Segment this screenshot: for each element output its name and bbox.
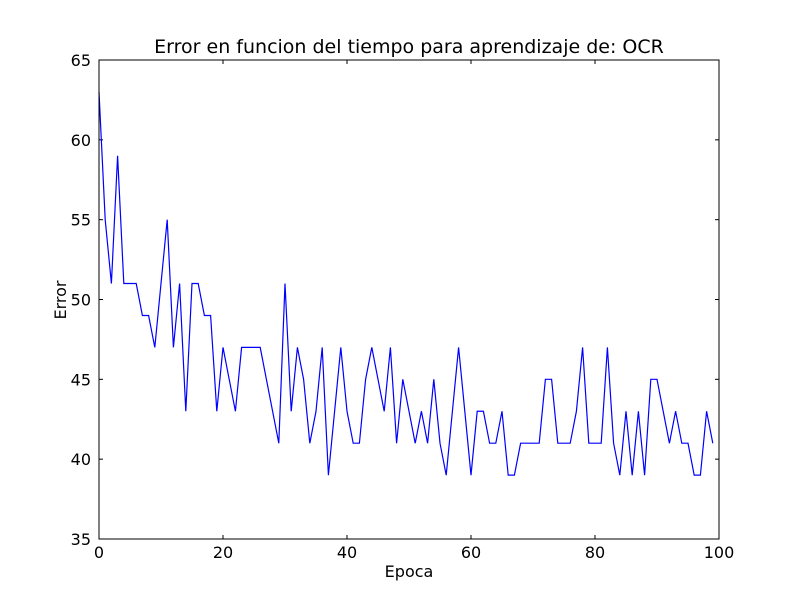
x-tick-label: 40: [337, 543, 357, 562]
x-tick-label: 100: [704, 543, 735, 562]
x-tick-label: 60: [461, 543, 481, 562]
x-axis-label: Epoca: [385, 562, 434, 581]
y-tick-label: 65: [71, 51, 91, 70]
data-line: [98, 91, 714, 476]
y-tick-label: 45: [71, 370, 91, 389]
y-axis-label: Error: [51, 280, 70, 319]
x-tick-label: 80: [585, 543, 605, 562]
y-tick-label: 40: [71, 450, 91, 469]
y-tick-label: 60: [71, 131, 91, 150]
plot-frame: [98, 59, 720, 540]
y-tick-label: 35: [71, 530, 91, 549]
y-tick-label: 50: [71, 291, 91, 310]
y-tick-label: 55: [71, 211, 91, 230]
x-tick-label: 20: [213, 543, 233, 562]
chart-title: Error en funcion del tiempo para aprendi…: [154, 36, 664, 58]
x-tick-label: 0: [94, 543, 104, 562]
